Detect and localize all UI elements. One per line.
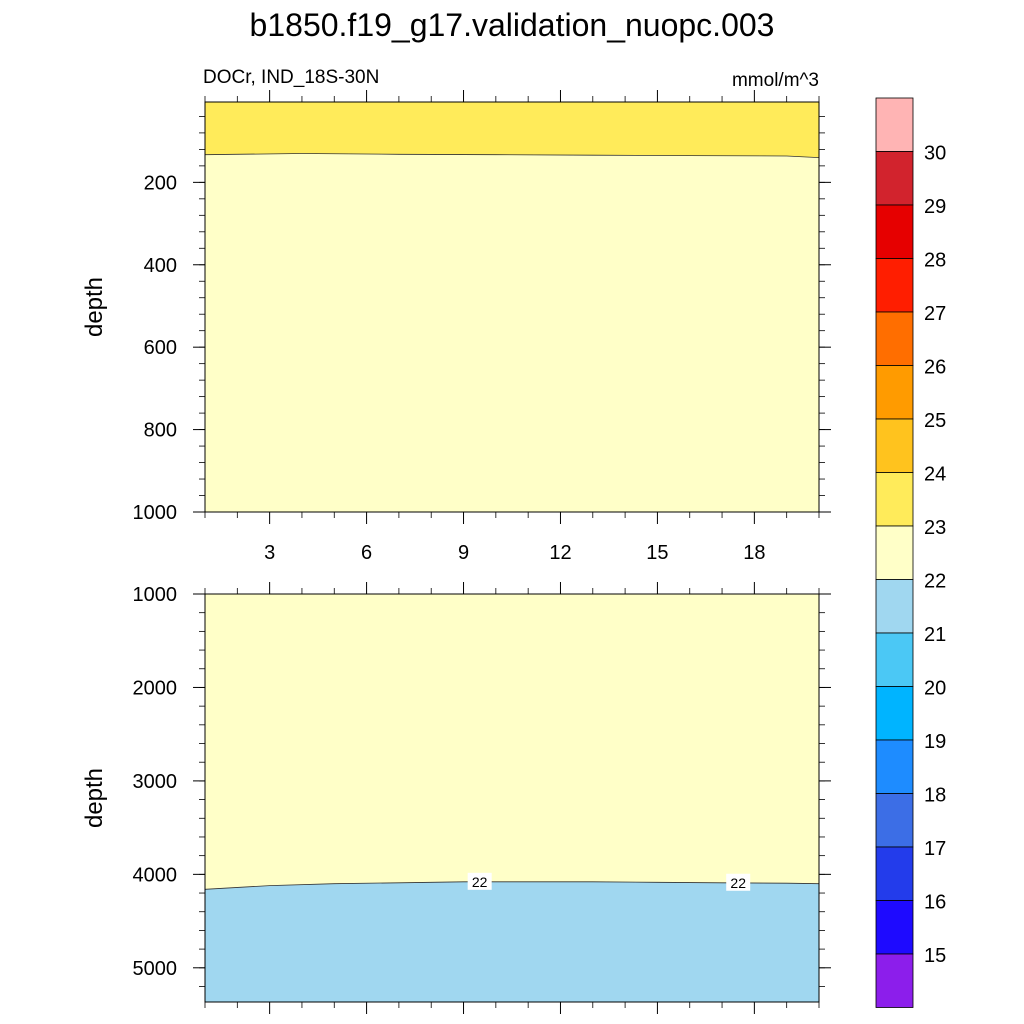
y-tick-label: 600 xyxy=(144,337,177,359)
colorbar-swatch xyxy=(875,151,914,206)
colorbar-swatch xyxy=(875,846,914,901)
plot-frame xyxy=(204,101,820,513)
colorbar-swatch xyxy=(875,739,914,794)
colorbar-swatch xyxy=(875,793,914,848)
colorbar-label: 15 xyxy=(924,945,946,967)
subtitle-variable: DOCr, IND_18S-30N xyxy=(203,67,379,88)
colorbar-label: 27 xyxy=(924,303,946,325)
y-tick-label: 800 xyxy=(144,420,177,442)
y-tick-label: 400 xyxy=(144,255,177,277)
colorbar-swatch xyxy=(875,418,914,473)
colorbar: 30 29 28 27 26 25 24 23 22 21 20 19 18 17 16 15 xyxy=(875,97,946,1008)
region-23-24 xyxy=(205,102,819,158)
colorbar-label: 30 xyxy=(924,143,946,165)
colorbar-swatch xyxy=(875,258,914,313)
y-tick-label: 1000 xyxy=(133,502,178,524)
y-tick-label: 5000 xyxy=(133,958,178,980)
colorbar-swatch xyxy=(875,900,914,955)
colorbar-swatch xyxy=(875,365,914,420)
colorbar-label: 25 xyxy=(924,410,946,432)
y-tick-label: 4000 xyxy=(133,864,178,886)
colorbar-label: 22 xyxy=(924,571,946,593)
y-tick-label: 1000 xyxy=(133,584,178,606)
y-tick-label: 3000 xyxy=(133,771,178,793)
lower-depth-panel: 22 22 1000 2000 3000 4000 5000 depth xyxy=(81,582,831,1014)
upper-depth-panel: 200 400 600 800 1000 3 6 9 12 15 18 depth xyxy=(81,90,831,564)
subtitle-units: mmol/m^3 xyxy=(732,70,819,91)
colorbar-label: 29 xyxy=(924,196,946,218)
colorbar-swatch xyxy=(875,632,914,687)
x-tick-label: 12 xyxy=(549,542,571,564)
y-tick-label: 200 xyxy=(144,172,177,194)
colorbar-label: 28 xyxy=(924,250,946,272)
y-axis-label: depth xyxy=(81,768,108,828)
figure-title: b1850.f19_g17.validation_nuopc.003 xyxy=(250,7,775,43)
contour-label: 22 xyxy=(472,874,488,890)
colorbar-swatch xyxy=(875,311,914,366)
region-22-23 xyxy=(205,594,819,890)
colorbar-swatch xyxy=(875,204,914,259)
x-tick-label: 6 xyxy=(361,542,372,564)
x-tick-label: 15 xyxy=(646,542,668,564)
colorbar-label: 19 xyxy=(924,731,946,753)
colorbar-swatch xyxy=(875,525,914,580)
colorbar-label: 23 xyxy=(924,517,946,539)
contour-label-bg xyxy=(467,872,492,890)
colorbar-swatch xyxy=(875,472,914,527)
colorbar-swatch xyxy=(875,97,914,152)
x-tick-label: 9 xyxy=(458,542,469,564)
colorbar-swatch xyxy=(875,579,914,634)
colorbar-label: 24 xyxy=(924,464,946,486)
colorbar-swatch xyxy=(875,686,914,741)
y-tick-label: 2000 xyxy=(133,677,178,699)
contour-label-bg xyxy=(726,873,751,891)
contour-line xyxy=(204,153,820,158)
colorbar-label: 17 xyxy=(924,838,946,860)
region-22-23 xyxy=(205,102,819,512)
colorbar-label: 20 xyxy=(924,678,946,700)
y-axis-label: depth xyxy=(81,277,108,337)
colorbar-label: 26 xyxy=(924,357,946,379)
colorbar-label: 18 xyxy=(924,785,946,807)
colorbar-label: 21 xyxy=(924,624,946,646)
x-tick-label: 18 xyxy=(743,542,765,564)
colorbar-swatch xyxy=(875,953,914,1008)
x-tick-label: 3 xyxy=(264,542,275,564)
plot-frame xyxy=(204,593,820,1003)
contour-label: 22 xyxy=(730,875,746,891)
colorbar-label: 16 xyxy=(924,892,946,914)
